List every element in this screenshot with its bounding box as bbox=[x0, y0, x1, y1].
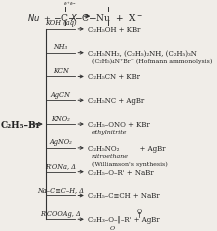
Text: AgCN: AgCN bbox=[51, 91, 71, 98]
Text: $-$C$-$Nu  +  X$^-$: $-$C$-$Nu + X$^-$ bbox=[74, 12, 143, 23]
Text: O: O bbox=[137, 208, 142, 213]
Text: NH₃: NH₃ bbox=[53, 43, 68, 51]
Text: $X$: $X$ bbox=[70, 12, 79, 23]
Text: (C₂H₅)₄N⁺Br⁻ (Hofmann ammonolysis): (C₂H₅)₄N⁺Br⁻ (Hofmann ammonolysis) bbox=[92, 59, 212, 64]
Text: nitroethane: nitroethane bbox=[92, 154, 129, 158]
Text: Na–C≡C–H, Δ: Na–C≡C–H, Δ bbox=[37, 185, 84, 193]
Text: KOH (aq): KOH (aq) bbox=[45, 19, 76, 27]
Text: R'COOAg, Δ: R'COOAg, Δ bbox=[40, 209, 81, 217]
Text: KCN: KCN bbox=[53, 67, 68, 75]
Text: C₂H₅NO₂         + AgBr: C₂H₅NO₂ + AgBr bbox=[89, 144, 166, 152]
Text: KNO₂: KNO₂ bbox=[51, 114, 70, 122]
Text: C₂H₅OH + KBr: C₂H₅OH + KBr bbox=[89, 26, 141, 34]
Text: C₂H₅–ONO + KBr: C₂H₅–ONO + KBr bbox=[89, 121, 150, 128]
Text: C₂H₅CN + KBr: C₂H₅CN + KBr bbox=[89, 73, 140, 81]
Text: C₂H₅–O–R' + NaBr: C₂H₅–O–R' + NaBr bbox=[89, 168, 154, 176]
Text: C₂H₅–C≡CH + NaBr: C₂H₅–C≡CH + NaBr bbox=[89, 192, 160, 200]
Text: $-$C$-$: $-$C$-$ bbox=[53, 12, 76, 23]
Text: C₂H₃–O–‖–R' + AgBr: C₂H₃–O–‖–R' + AgBr bbox=[89, 215, 160, 223]
Text: AgNO₂: AgNO₂ bbox=[49, 138, 72, 146]
Text: (Williamson's synthesis): (Williamson's synthesis) bbox=[92, 161, 168, 166]
Text: C₂H₅NC + AgBr: C₂H₅NC + AgBr bbox=[89, 97, 145, 105]
Text: $\delta^+\!\delta^-$: $\delta^+\!\delta^-$ bbox=[62, 1, 77, 8]
Text: C₂H₅–Br: C₂H₅–Br bbox=[1, 120, 41, 129]
Text: ethylnitrite: ethylnitrite bbox=[92, 130, 127, 135]
Text: R'ONa, Δ: R'ONa, Δ bbox=[45, 161, 76, 170]
Text: C₂H₅NH₂, (C₂H₅)₂NH, (C₂H₅)₃N: C₂H₅NH₂, (C₂H₅)₂NH, (C₂H₅)₃N bbox=[89, 49, 197, 58]
Text: $\it{Nu}$  +: $\it{Nu}$ + bbox=[27, 12, 52, 23]
Text: O: O bbox=[92, 225, 115, 230]
